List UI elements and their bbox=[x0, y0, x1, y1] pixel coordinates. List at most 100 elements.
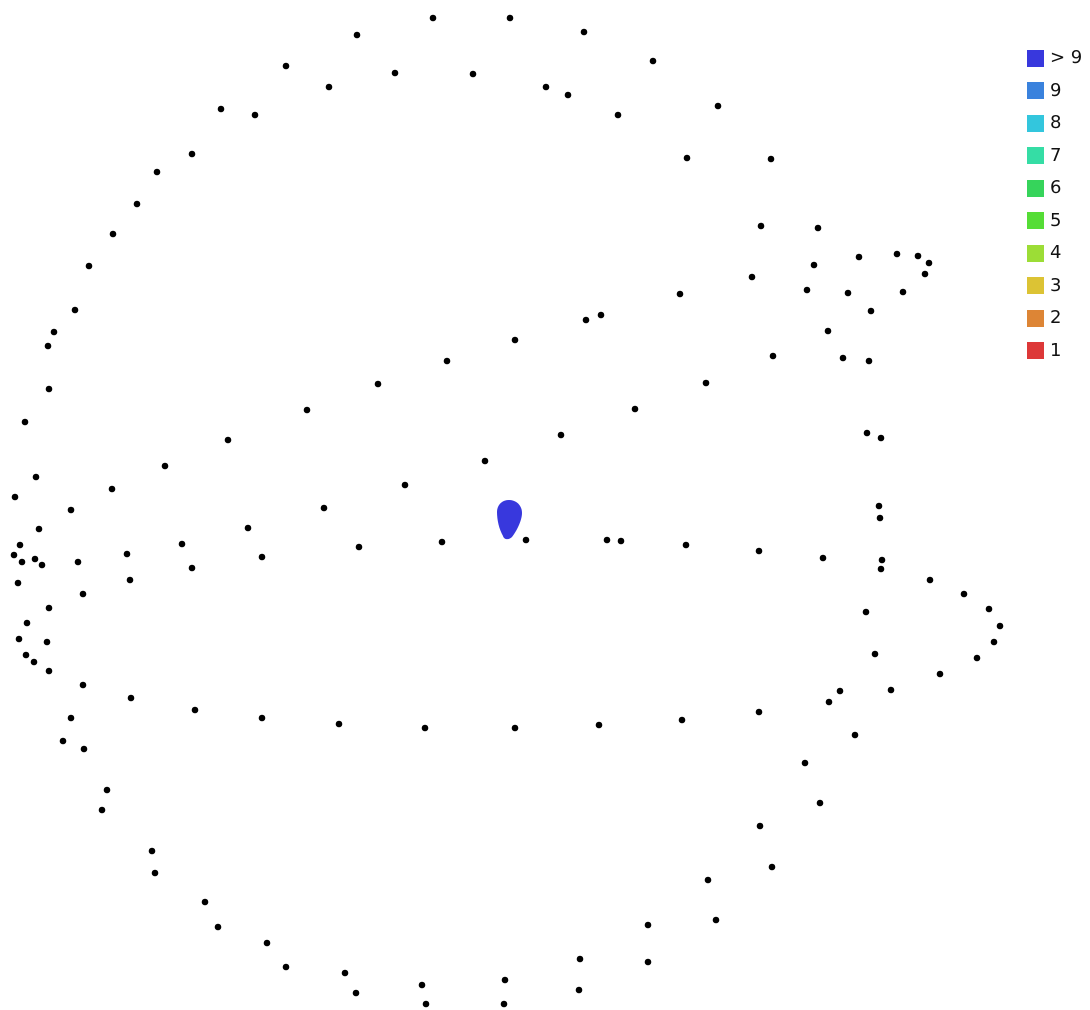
camera-point bbox=[127, 694, 135, 702]
camera-point bbox=[151, 869, 159, 877]
camera-point bbox=[133, 200, 141, 208]
overlap-legend: > 9 9 8 7 6 5 4 3 2 1 bbox=[1027, 42, 1090, 367]
camera-point bbox=[421, 724, 429, 732]
camera-point bbox=[59, 737, 67, 745]
camera-point bbox=[875, 502, 883, 510]
camera-point bbox=[865, 357, 873, 365]
camera-point bbox=[153, 168, 161, 176]
camera-point bbox=[224, 436, 232, 444]
camera-point bbox=[990, 638, 998, 646]
camera-point bbox=[921, 270, 929, 278]
camera-point bbox=[603, 536, 611, 544]
camera-point bbox=[98, 806, 106, 814]
camera-point bbox=[80, 745, 88, 753]
camera-point bbox=[683, 154, 691, 162]
camera-point bbox=[816, 799, 824, 807]
camera-point bbox=[126, 576, 134, 584]
legend-item-7: 7 bbox=[1027, 140, 1090, 173]
camera-point bbox=[644, 958, 652, 966]
legend-swatch bbox=[1027, 49, 1044, 67]
camera-point bbox=[595, 721, 603, 729]
camera-point bbox=[960, 590, 968, 598]
camera-point bbox=[303, 406, 311, 414]
camera-point bbox=[32, 473, 40, 481]
camera-point bbox=[335, 720, 343, 728]
camera-point bbox=[926, 576, 934, 584]
legend-label: 2 bbox=[1050, 307, 1062, 329]
camera-point bbox=[44, 342, 52, 350]
camera-point bbox=[819, 554, 827, 562]
camera-point bbox=[355, 543, 363, 551]
camera-point bbox=[251, 111, 259, 119]
camera-point bbox=[50, 328, 58, 336]
camera-point bbox=[374, 380, 382, 388]
camera-point bbox=[631, 405, 639, 413]
camera-point bbox=[103, 786, 111, 794]
camera-point bbox=[263, 939, 271, 947]
legend-item-6: 6 bbox=[1027, 172, 1090, 205]
camera-point bbox=[429, 14, 437, 22]
camera-point bbox=[996, 622, 1004, 630]
camera-point bbox=[79, 590, 87, 598]
camera-point bbox=[258, 714, 266, 722]
legend-label: 7 bbox=[1050, 144, 1062, 166]
camera-point bbox=[30, 658, 38, 666]
legend-label: > 9 bbox=[1050, 47, 1083, 69]
camera-point bbox=[391, 69, 399, 77]
camera-point bbox=[936, 670, 944, 678]
legend-swatch bbox=[1027, 114, 1044, 132]
camera-point bbox=[43, 638, 51, 646]
camera-point bbox=[985, 605, 993, 613]
camera-point bbox=[876, 514, 884, 522]
camera-point bbox=[418, 981, 426, 989]
camera-point bbox=[244, 524, 252, 532]
camera-point bbox=[21, 418, 29, 426]
legend-swatch bbox=[1027, 82, 1044, 100]
camera-point bbox=[825, 698, 833, 706]
camera-point bbox=[401, 481, 409, 489]
legend-label: 1 bbox=[1050, 339, 1062, 361]
camera-point bbox=[501, 976, 509, 984]
camera-point bbox=[564, 91, 572, 99]
camera-point bbox=[522, 536, 530, 544]
camera-point bbox=[757, 222, 765, 230]
camera-point bbox=[824, 327, 832, 335]
camera-point bbox=[855, 253, 863, 261]
camera-point bbox=[10, 551, 18, 559]
camera-point bbox=[217, 105, 225, 113]
camera-point bbox=[801, 759, 809, 767]
camera-point bbox=[214, 923, 222, 931]
camera-point bbox=[506, 14, 514, 22]
camera-point bbox=[839, 354, 847, 362]
camera-point bbox=[320, 504, 328, 512]
legend-label: 3 bbox=[1050, 274, 1062, 296]
legend-item-gt9: > 9 bbox=[1027, 42, 1090, 75]
camera-point bbox=[188, 564, 196, 572]
camera-point bbox=[597, 311, 605, 319]
camera-point bbox=[748, 273, 756, 281]
camera-point bbox=[877, 565, 885, 573]
camera-point bbox=[542, 83, 550, 91]
legend-swatch bbox=[1027, 342, 1044, 360]
camera-point bbox=[469, 70, 477, 78]
legend-item-2: 2 bbox=[1027, 302, 1090, 335]
legend-item-4: 4 bbox=[1027, 237, 1090, 270]
camera-point bbox=[617, 537, 625, 545]
camera-point bbox=[79, 681, 87, 689]
camera-point bbox=[18, 558, 26, 566]
camera-point bbox=[844, 289, 852, 297]
camera-point bbox=[188, 150, 196, 158]
camera-point bbox=[877, 434, 885, 442]
camera-point bbox=[511, 336, 519, 344]
camera-point bbox=[22, 651, 30, 659]
camera-point bbox=[108, 485, 116, 493]
camera-point bbox=[282, 963, 290, 971]
camera-point bbox=[123, 550, 131, 558]
legend-swatch bbox=[1027, 147, 1044, 165]
legend-swatch bbox=[1027, 212, 1044, 230]
camera-point bbox=[614, 111, 622, 119]
camera-point bbox=[756, 822, 764, 830]
camera-point bbox=[767, 155, 775, 163]
camera-point bbox=[682, 541, 690, 549]
camera-point bbox=[810, 261, 818, 269]
